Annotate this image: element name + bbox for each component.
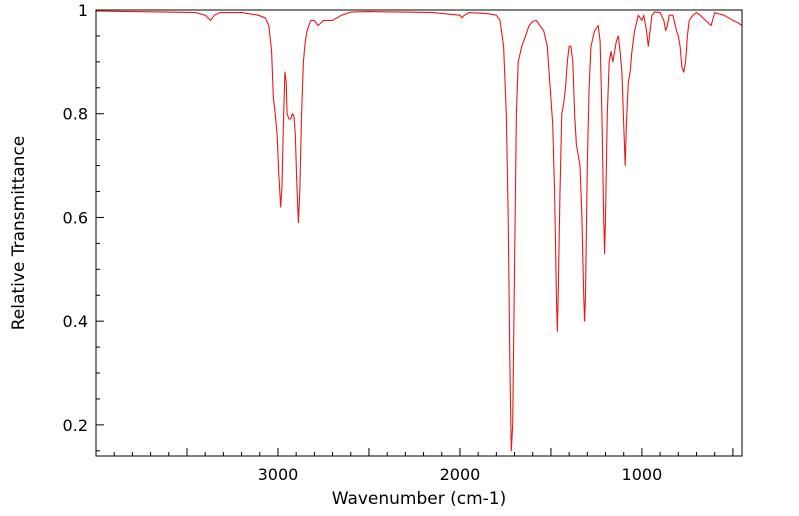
y-tick-label: 0.2 xyxy=(63,416,88,435)
y-tick-label: 0.6 xyxy=(63,208,88,227)
x-tick-label: 1000 xyxy=(622,465,663,484)
y-tick-label: 0.4 xyxy=(63,312,88,331)
y-tick-label: 0.8 xyxy=(63,105,88,124)
spectrum-line xyxy=(95,10,743,452)
x-axis-title: Wavenumber (cm-1) xyxy=(332,489,507,509)
plot-frame xyxy=(95,9,743,457)
axis-ticks xyxy=(95,9,734,456)
x-tick-label: 2000 xyxy=(440,465,481,484)
y-axis-title: Relative Transmittance xyxy=(9,136,29,331)
y-tick-label: 1 xyxy=(78,1,88,20)
x-tick-label: 3000 xyxy=(258,465,299,484)
tick-labels: 3000 2000 1000 0.2 0.4 0.6 0.8 1 xyxy=(63,1,663,484)
